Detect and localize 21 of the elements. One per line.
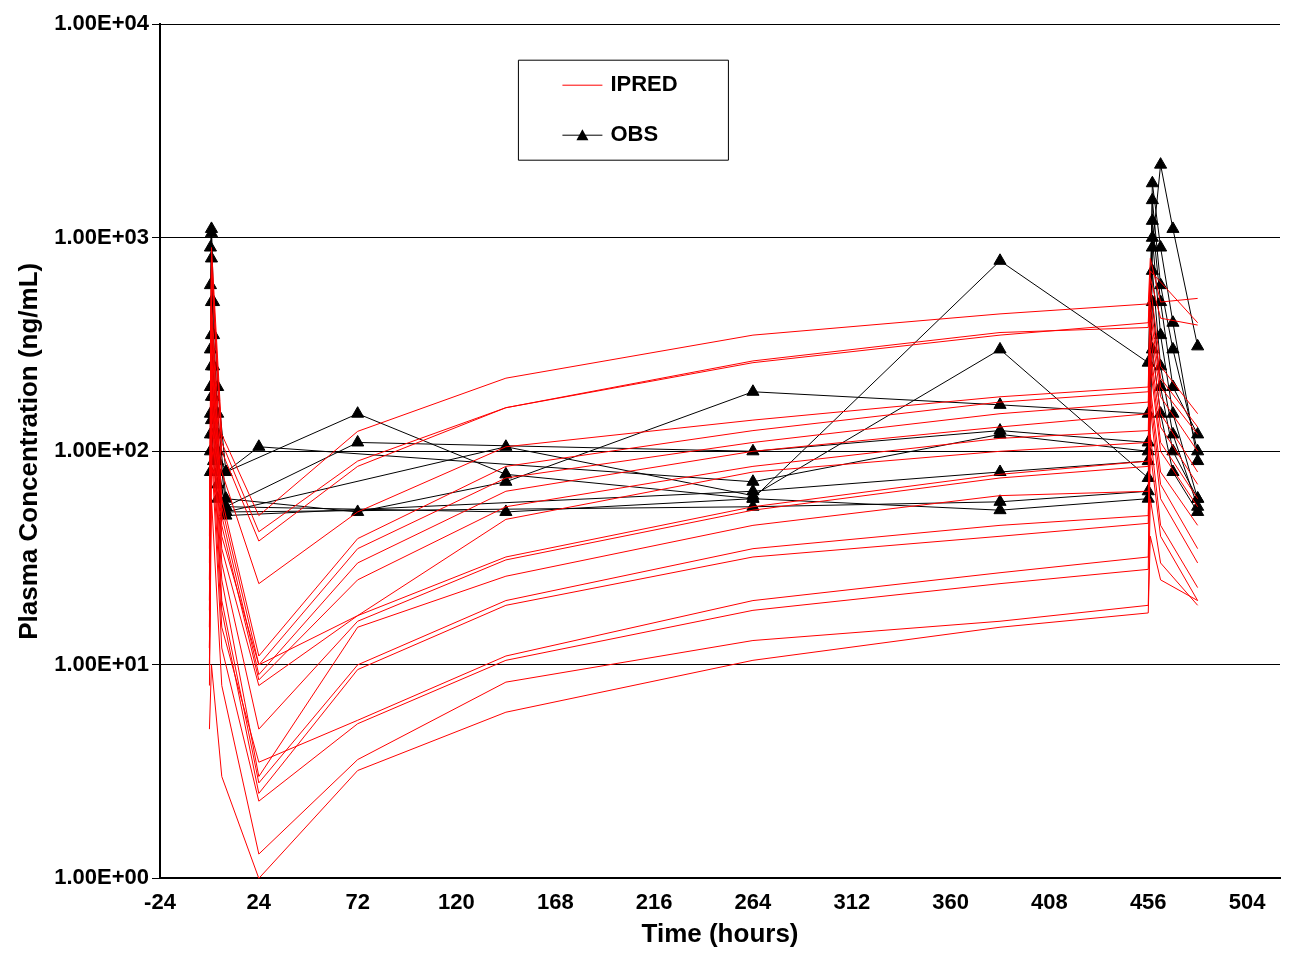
y-axis-title: Plasma Concentration (ng/mL) <box>12 262 43 640</box>
x-tick-label: 504 <box>1228 888 1267 914</box>
x-tick-label: 24 <box>246 888 272 914</box>
x-tick-label: 120 <box>438 888 475 914</box>
y-tick-label: 1.00E+00 <box>54 864 150 890</box>
x-tick-label: 264 <box>734 888 773 914</box>
x-tick-label: 312 <box>833 888 871 914</box>
y-tick-label: 1.00E+02 <box>54 437 150 463</box>
x-tick-label: -24 <box>144 888 177 914</box>
x-tick-label: 360 <box>932 888 969 914</box>
x-tick-label: 408 <box>1031 888 1068 914</box>
legend-label: OBS <box>610 121 659 147</box>
x-tick-label: 72 <box>345 888 370 914</box>
x-axis-title: Time (hours) <box>641 917 799 948</box>
y-tick-label: 1.00E+03 <box>54 223 150 249</box>
x-tick-label: 216 <box>635 888 673 914</box>
x-tick-label: 456 <box>1129 888 1167 914</box>
y-tick-label: 1.00E+04 <box>54 10 150 36</box>
legend-label: IPRED <box>610 71 678 97</box>
x-tick-label: 168 <box>536 888 574 914</box>
y-tick-label: 1.00E+01 <box>54 650 150 676</box>
